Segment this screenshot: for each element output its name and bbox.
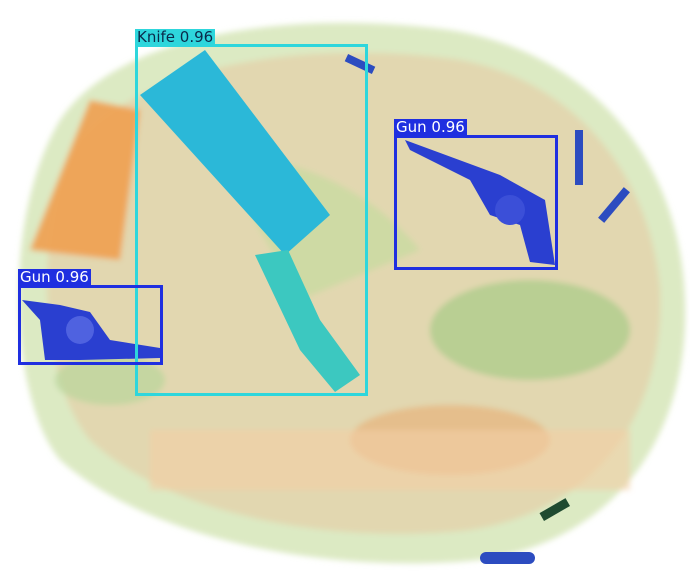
gun-shape-left <box>22 300 160 360</box>
gun-shape-right <box>405 140 555 265</box>
knife-shape <box>140 50 360 392</box>
knife-label: Knife 0.96 <box>135 28 216 46</box>
gun-bounding-box <box>18 285 163 365</box>
gun-label: Gun 0.96 <box>18 268 91 286</box>
knife-bounding-box <box>135 44 368 396</box>
gun-bounding-box <box>394 135 558 270</box>
zipper-pulls <box>344 54 630 564</box>
gun-label: Gun 0.96 <box>394 118 467 136</box>
